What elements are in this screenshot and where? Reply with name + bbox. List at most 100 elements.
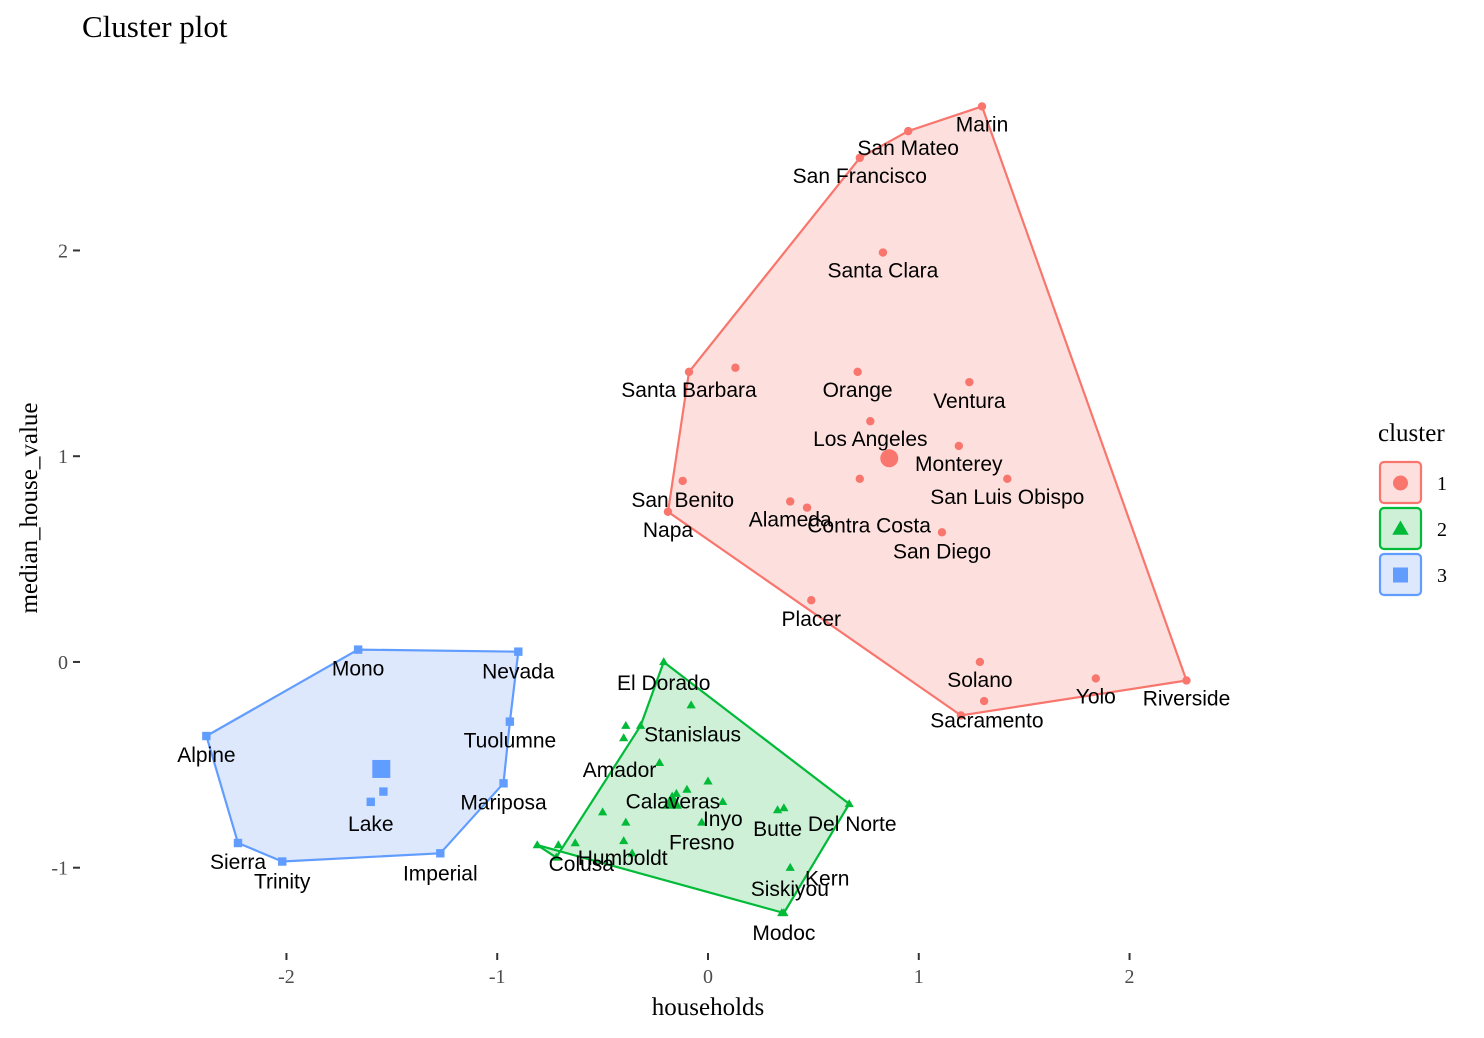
cluster-2-point-stanislaus [635,720,646,729]
cluster-3-point-trinity [278,857,287,866]
x-tick-label: -2 [278,966,295,988]
cluster-2-point-unlabeled-18 [553,840,563,849]
cluster-1-point-orange [853,367,862,377]
cluster-1-center [880,449,899,468]
point-label-sacramento: Sacramento [930,709,1043,732]
point-label-imperial: Imperial [403,862,478,885]
point-label-alameda: Alameda [749,509,832,532]
point-label-fresno: Fresno [669,831,734,854]
point-label-el-dorado: El Dorado [617,672,710,695]
cluster-3-point-imperial [436,849,445,858]
legend-marker-3 [1393,567,1408,583]
point-label-solano: Solano [947,669,1012,692]
point-label-tuolumne: Tuolumne [464,730,557,753]
cluster-3-point-nevada [514,647,523,656]
point-label-san-luis-obispo: San Luis Obispo [930,486,1084,509]
cluster-1-point-santa-barbara [684,367,694,377]
point-label-kern: Kern [805,868,849,891]
cluster-2-point-unlabeled-1 [686,700,696,709]
cluster-2-point-unlabeled-14 [621,817,631,826]
point-label-san-diego: San Diego [893,540,991,563]
point-label-napa: Napa [643,519,694,542]
point-label-butte: Butte [753,818,802,841]
cluster-1-point-los-angeles [866,417,875,426]
cluster-centers [372,449,899,809]
point-label-del-norte: Del Norte [808,813,897,836]
cluster-3-point-mariposa [499,779,508,788]
x-tick-label: -1 [489,966,506,988]
point-label-san-benito: San Benito [631,489,734,512]
cluster-3-point-alpine [202,731,211,741]
chart-title: Cluster plot [82,9,228,44]
cluster-3-point-sierra [233,838,243,848]
cluster-2-point-amador [654,757,665,766]
point-label-amador: Amador [583,759,657,782]
point-label-mariposa: Mariposa [460,791,547,814]
point-label-san-francisco: San Francisco [793,165,927,188]
legend-marker-1 [1393,475,1408,491]
cluster-3-point-tuolumne [505,717,515,726]
cluster-3-point-lake [366,797,375,807]
axes: -2 -1 0 1 2 -1 0 1 2 [51,240,1134,988]
cluster-1-point-napa [663,507,673,516]
cluster-2-point-del-norte [844,799,854,808]
cluster-1-point-san-francisco [855,153,864,163]
legend-label-2: 2 [1437,519,1447,541]
point-label-monterey: Monterey [915,453,1003,476]
cluster-2-point-unlabeled-3 [621,720,631,729]
cluster-2-point-unlabeled-20 [627,848,637,857]
x-axis-title: households [652,994,765,1021]
point-label-nevada: Nevada [482,661,555,684]
point-label-alpine: Alpine [177,744,235,767]
point-label-colusa: Colusa [549,853,615,876]
point-label-sierra: Sierra [210,851,266,874]
cluster-2-point-butte [772,805,783,814]
point-label-marin: Marin [956,113,1009,136]
cluster-2-point-inyo [718,797,728,806]
data-points [202,102,1191,917]
cluster-1-point-marin [977,102,987,111]
cluster-1-point-san-diego [937,528,947,537]
point-label-contra-costa: Contra Costa [807,515,931,538]
cluster-1-point-unlabeled-5 [731,363,740,372]
point-label-ventura: Ventura [933,390,1006,413]
point-label-calaveras: Calaveras [626,791,721,814]
cluster-1-point-san-benito [678,476,687,486]
cluster-1-point-santa-clara [878,248,888,257]
y-axis-title: median_house_value [16,402,43,613]
point-label-orange: Orange [823,379,893,402]
point-label-lake: Lake [348,813,394,836]
cluster-2-point-kern [785,862,795,871]
cluster-hulls [205,105,1188,915]
cluster-3-point-unlabeled-5 [379,787,388,796]
x-tick-label: 2 [1125,966,1135,988]
legend-title: cluster [1378,420,1445,447]
cluster-1-point-placer [807,596,816,605]
cluster-1-point-san-mateo [904,126,913,136]
cluster-2-point-unlabeled-10 [597,807,608,816]
cluster-1-point-san-luis-obispo [1003,474,1012,484]
cluster-1-point-ventura [965,377,974,387]
point-label-inyo: Inyo [703,808,743,831]
cluster-2-point-fresno [697,817,707,826]
cluster-1-point-solano [975,657,985,667]
cluster-2-point-unlabeled-12 [779,803,789,812]
point-label-stanislaus: Stanislaus [644,724,741,747]
point-label-yolo: Yolo [1076,685,1116,708]
point-label-humboldt: Humboldt [578,847,668,870]
cluster-1-point-unlabeled-11 [855,474,864,484]
y-tick-label: 2 [58,240,68,262]
cluster-2-point-unlabeled-8 [671,788,682,797]
point-label-placer: Placer [782,608,842,631]
point-label-riverside: Riverside [1143,688,1231,711]
cluster-1-point-monterey [954,441,964,451]
y-tick-label: 0 [58,652,68,674]
cluster-1-point-alameda [786,497,795,506]
cluster-2-point-unlabeled-4 [619,733,629,742]
cluster-2-point-calaveras [682,784,692,793]
cluster-1-point-unlabeled-21 [979,696,989,706]
point-label-mono: Mono [332,658,385,681]
point-label-santa-barbara: Santa Barbara [621,379,757,402]
